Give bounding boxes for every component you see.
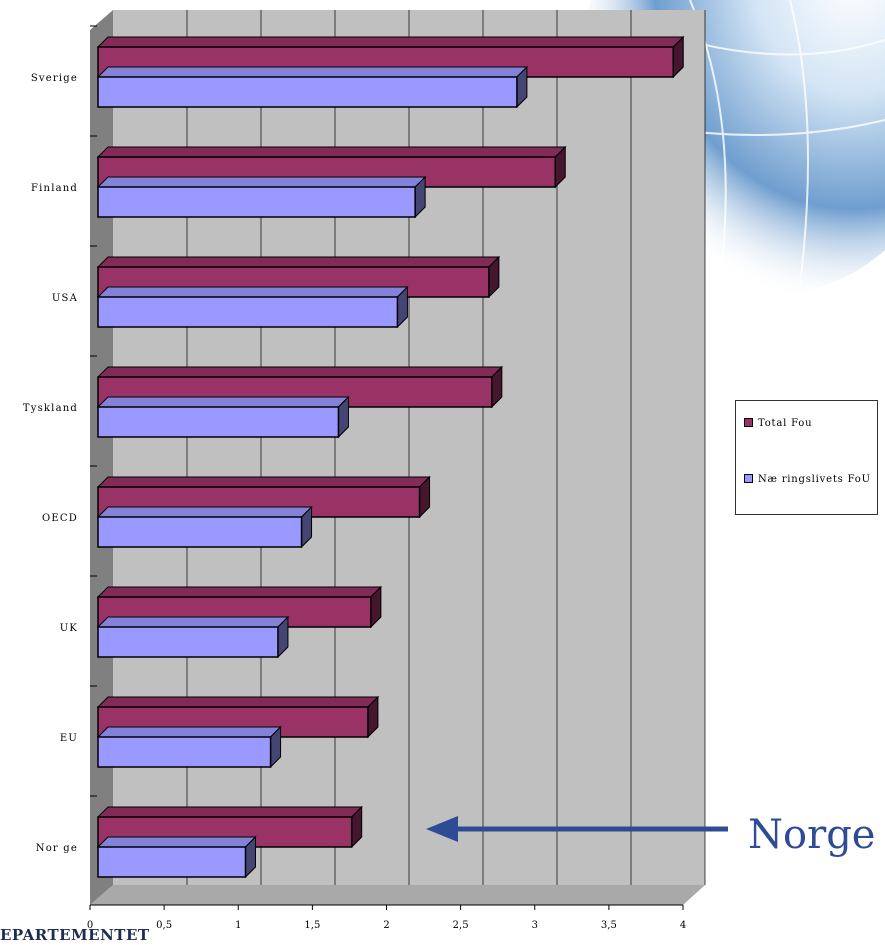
x-axis-ticks: 0 0,5 1 1,5 2 2,5 3 3,5 4 — [87, 905, 686, 931]
legend-swatch-total — [744, 418, 753, 427]
bars — [96, 35, 685, 879]
bar-naeringslivets-fou — [96, 175, 427, 219]
bar-total-fou — [96, 585, 383, 629]
category-label: Sverige — [31, 73, 78, 84]
bar-naeringslivets-fou — [96, 65, 529, 109]
legend-item-naering: Næ ringslivets FoU — [744, 474, 871, 485]
legend-label-naering: Næ ringslivets FoU — [758, 474, 871, 485]
x-tick-label: 4 — [680, 920, 686, 931]
category-labels: Sverige Finland USA Tyskland OECD UK EU Nor ge — [23, 25, 97, 854]
x-tick-label: 0 — [87, 920, 93, 931]
category-label: Nor ge — [36, 843, 78, 854]
bar-naeringslivets-fou — [96, 835, 257, 879]
x-tick-label: 0,5 — [156, 920, 172, 931]
category-label: Finland — [31, 183, 78, 194]
bar-naeringslivets-fou — [96, 395, 350, 439]
legend-label-total: Total Fou — [758, 418, 813, 429]
bar-naeringslivets-fou — [96, 725, 282, 769]
chart-side-wall — [90, 10, 113, 905]
bar-naeringslivets-fou — [96, 285, 409, 329]
x-tick-label: 2,5 — [453, 920, 469, 931]
category-label: USA — [52, 293, 78, 304]
bar-naeringslivets-fou — [96, 505, 313, 549]
legend-item-total: Total Fou — [744, 418, 812, 429]
legend: Total Fou Næ ringslivets FoU — [735, 400, 878, 515]
norge-annotation-label: Norge — [748, 812, 876, 858]
x-tick-label: 1,5 — [304, 920, 320, 931]
chart-floor — [90, 885, 705, 905]
bar-naeringslivets-fou — [96, 615, 290, 659]
x-tick-label: 3,5 — [601, 920, 617, 931]
x-tick-label: 1 — [235, 920, 241, 931]
category-label: EU — [60, 733, 78, 744]
category-label: OECD — [42, 513, 78, 524]
legend-swatch-naering — [744, 474, 753, 483]
category-label: UK — [60, 623, 78, 634]
category-label: Tyskland — [23, 403, 78, 414]
x-tick-label: 3 — [532, 920, 538, 931]
x-tick-label: 2 — [383, 920, 389, 931]
norge-arrow — [426, 816, 728, 842]
footer-department-logo: EPARTEMENTET — [0, 926, 150, 944]
